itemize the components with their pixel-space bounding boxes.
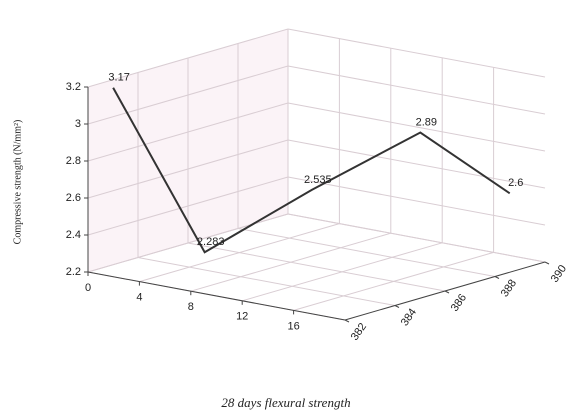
grid-line [287, 139, 546, 189]
y-tick-label: 3 [75, 118, 81, 130]
x-tick-label: 8 [188, 301, 194, 313]
caption: 28 days flexural strength [221, 395, 350, 410]
y-tick-label: 2.2 [66, 266, 81, 278]
y-tick-label: 2.6 [66, 192, 81, 204]
y-tick-label: 3.2 [66, 81, 81, 93]
grid-line [137, 257, 396, 306]
z-tick-label: 382 [349, 321, 369, 343]
data-label: 2.6 [508, 177, 523, 189]
z-tick-label: 384 [399, 306, 419, 328]
grid-line [287, 28, 546, 78]
data-label: 2.89 [416, 116, 437, 128]
y-tick-label: 2.8 [66, 155, 81, 167]
x-axis [87, 271, 346, 321]
z-tick-label: 386 [449, 292, 469, 314]
x-tick-label: 16 [287, 320, 299, 332]
grid-line [287, 102, 546, 152]
x-tick-label: 4 [136, 292, 142, 304]
z-tick [494, 276, 500, 279]
z-tick-label: 388 [499, 277, 519, 299]
grid-line [287, 65, 546, 115]
z-tick [344, 319, 350, 323]
data-label: 2.535 [304, 174, 332, 186]
x-tick-label: 0 [85, 282, 91, 294]
z-tick [444, 290, 450, 294]
z-tick [544, 261, 550, 265]
grid-line [237, 228, 496, 277]
y-tick-label: 2.4 [66, 229, 81, 241]
x-tick-label: 12 [236, 311, 248, 323]
grid-line [287, 213, 546, 263]
data-label: 3.17 [108, 72, 129, 84]
z-tick-label: 390 [549, 263, 569, 285]
data-label: 2.283 [197, 236, 225, 248]
grid-line [187, 242, 446, 292]
y-axis-label: Compressive strength (N/mm²) [12, 120, 23, 245]
data-line [112, 87, 511, 254]
z-tick [394, 305, 400, 308]
grid-line [287, 176, 546, 226]
